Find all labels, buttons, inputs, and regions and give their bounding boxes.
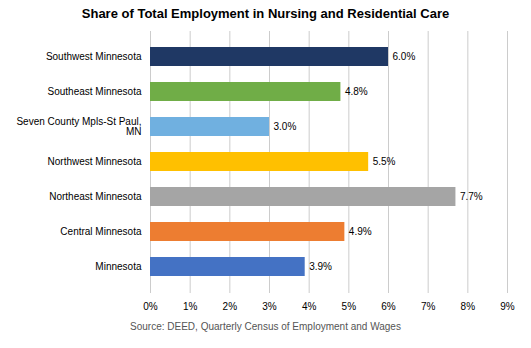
svg-text:6%: 6% xyxy=(381,301,396,312)
svg-text:6.0%: 6.0% xyxy=(393,51,416,62)
svg-text:Central Minnesota: Central Minnesota xyxy=(60,226,142,237)
svg-text:0%: 0% xyxy=(143,301,158,312)
svg-text:2%: 2% xyxy=(223,301,238,312)
svg-text:9%: 9% xyxy=(500,301,515,312)
svg-text:8%: 8% xyxy=(461,301,476,312)
svg-text:Northwest Minnesota: Northwest Minnesota xyxy=(48,156,142,167)
svg-text:4.9%: 4.9% xyxy=(349,226,372,237)
svg-text:Minnesota: Minnesota xyxy=(95,261,142,272)
svg-text:7%: 7% xyxy=(421,301,436,312)
svg-text:Northeast Minnesota: Northeast Minnesota xyxy=(49,191,142,202)
svg-text:3%: 3% xyxy=(262,301,277,312)
svg-text:Southeast Minnesota: Southeast Minnesota xyxy=(48,86,142,97)
svg-text:5%: 5% xyxy=(342,301,357,312)
svg-text:Seven County Mpls-St Paul,MN: Seven County Mpls-St Paul,MN xyxy=(16,116,141,137)
svg-text:5.5%: 5.5% xyxy=(373,156,396,167)
html-text:Source: DEED, Quarterly Census: Source: DEED, Quarterly Census of Employ… xyxy=(130,321,401,332)
svg-text:7.7%: 7.7% xyxy=(460,191,483,202)
svg-text:Southwest Minnesota: Southwest Minnesota xyxy=(46,51,142,62)
svg-text:4.8%: 4.8% xyxy=(345,86,368,97)
svg-text:3.0%: 3.0% xyxy=(274,121,297,132)
svg-text:1%: 1% xyxy=(183,301,198,312)
svg-text:4%: 4% xyxy=(302,301,317,312)
svg-text:3.9%: 3.9% xyxy=(309,261,332,272)
html-text:Share of Total Employment in N: Share of Total Employment in Nursing and… xyxy=(81,6,450,21)
